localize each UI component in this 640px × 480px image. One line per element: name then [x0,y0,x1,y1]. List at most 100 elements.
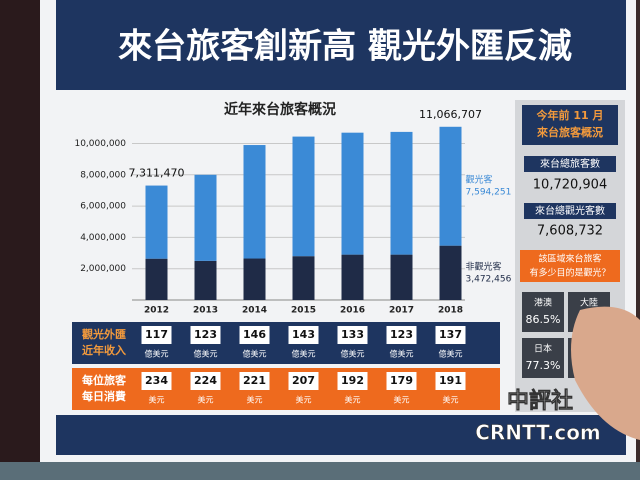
cell-unit: 億美元 [390,349,414,359]
region-name: 大陸 [580,297,598,309]
total-label: 11,066,707 [419,108,482,121]
row-label: 觀光外匯 [82,327,126,341]
cell-unit: 億美元 [341,349,365,359]
stat-label: 來台總旅客數 [540,157,600,170]
cell-unit: 億美元 [145,349,169,359]
bar-segment [292,136,315,257]
cell-box [239,326,270,344]
legend-value: 3,472,456 [466,274,512,284]
legend-name: 觀光客 [466,174,493,186]
main-title: 來台旅客創新高 觀光外匯反減 [118,27,572,67]
row-label: 每位旅客 [82,373,127,387]
x-tick-label: 2018 [438,306,463,316]
bar-segment [145,258,168,300]
row-label: 每日消費 [82,389,126,403]
cell-value: 221 [243,374,266,387]
legend-name: 非觀光客 [466,260,502,272]
bar-segment [439,245,462,300]
bar-segment [341,254,364,300]
stat-label-box [524,203,616,219]
footer-bar [56,415,626,455]
cell-value: 123 [390,328,413,341]
cell-box [386,372,417,390]
stat-label: 來台總觀光客數 [535,204,605,217]
question: 有多少目的是觀光？ [529,267,610,279]
legend-value: 7,594,251 [466,188,512,198]
cell-unit: 美元 [247,395,263,405]
x-tick-label: 2013 [193,306,218,316]
region-name: 日本 [534,343,552,355]
total-label: 7,311,470 [129,167,185,180]
cell-box [288,326,319,344]
left-dark [0,0,45,480]
cell-unit: 億美元 [439,349,463,359]
cell-box [435,326,466,344]
cell-unit: 美元 [198,395,214,405]
cell-box [288,372,319,390]
y-tick-label: 8,000,000 [80,170,126,180]
bar-segment [341,132,364,255]
cell-value: 123 [194,328,217,341]
bar-segment [194,260,217,300]
x-tick-label: 2015 [291,306,316,316]
cell-value: 224 [194,374,217,387]
floor [0,462,640,480]
cell-value: 192 [341,374,364,387]
bar-segment [194,174,217,261]
cell-value: 207 [292,374,315,387]
x-tick-label: 2016 [340,306,365,316]
hand [571,306,640,440]
stat-label-box [524,156,616,172]
region-pct: 77.3% [526,359,561,372]
cell-unit: 美元 [345,395,361,405]
y-tick-label: 2,000,000 [80,264,126,274]
x-tick-label: 2012 [144,306,169,316]
panel-title-box [522,105,618,145]
cell-box [239,372,270,390]
cell-value: 234 [145,374,168,387]
cell-value: 179 [390,374,413,387]
cell-value: 137 [439,328,462,341]
cell-value: 146 [243,328,266,341]
x-tick-label: 2017 [389,306,414,316]
cell-box [141,326,172,344]
cell-unit: 億美元 [292,349,316,359]
plot: 2,000,000 4,000,000 6,000,000 8,000,000 10,0… [72,108,512,410]
row-label: 近年收入 [82,343,126,357]
question-box [520,250,620,282]
cell-box [190,372,221,390]
cell-box [337,326,368,344]
bar-segment [390,131,413,255]
cell-unit: 美元 [149,395,165,405]
bar-segment [243,145,266,259]
cell-value: 117 [145,328,168,341]
region-name: 港澳 [534,297,552,309]
bar-segment [292,256,315,300]
cell-box [190,326,221,344]
question: 該區域來台旅客 [538,253,601,265]
chart-title: 近年來台旅客概況 [224,101,336,118]
region-pct: 86.5% [526,313,561,326]
cell-box [386,326,417,344]
bar-segment [145,185,168,259]
stat-value: 7,608,732 [537,224,603,239]
cell-value: 143 [292,328,315,341]
cell-box [337,372,368,390]
cell-unit: 美元 [443,395,459,405]
bar-segment [390,254,413,300]
y-tick-label: 10,000,000 [74,139,126,149]
cell-value: 133 [341,328,364,341]
stat-value: 10,720,904 [533,178,607,193]
cell-unit: 億美元 [243,349,267,359]
watermark-cn: 中評社 [507,388,573,414]
region-box [522,292,564,332]
cell-unit: 億美元 [194,349,218,359]
cell-value: 191 [439,374,462,387]
panel-title: 來台旅客概況 [537,125,603,139]
x-tick-label: 2014 [242,306,267,316]
cell-box [435,372,466,390]
cell-unit: 美元 [394,395,410,405]
region-box [522,338,564,378]
y-tick-label: 4,000,000 [80,233,126,243]
